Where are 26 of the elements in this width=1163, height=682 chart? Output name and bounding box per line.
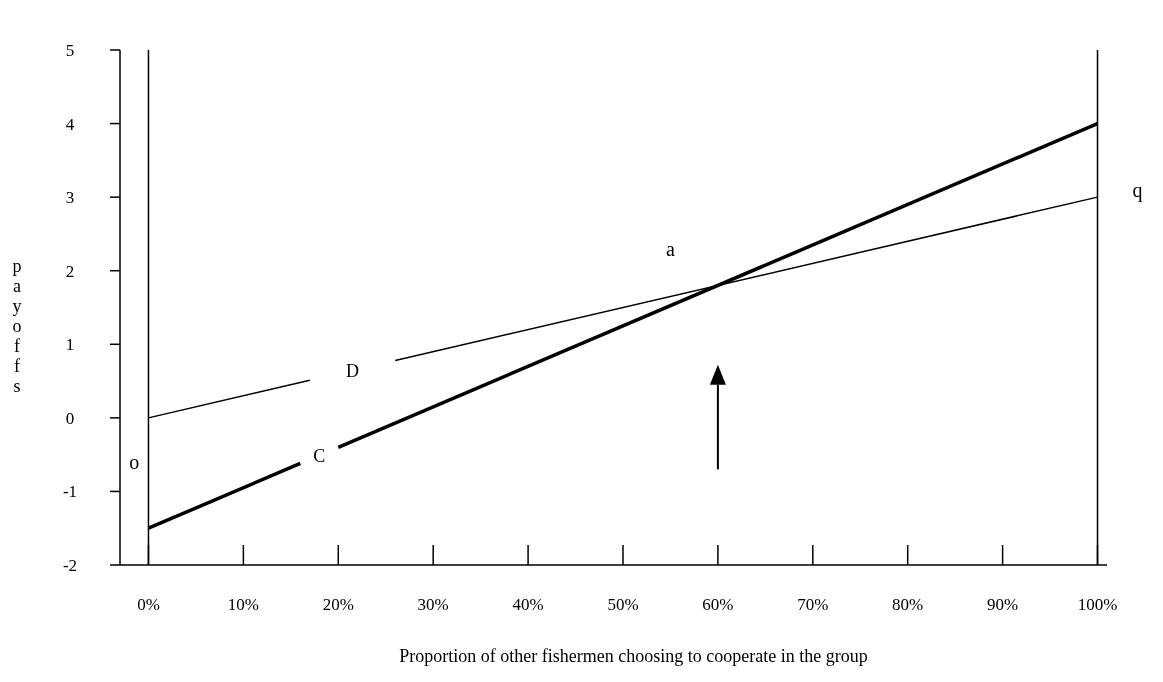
x-tick-label: 0% (137, 595, 160, 614)
x-tick-label: 90% (987, 595, 1019, 614)
y-tick-label: 4 (65, 114, 75, 134)
y-tick-label: 1 (65, 335, 75, 355)
y-tick-label: -1 (62, 482, 78, 502)
y-tick-label: 3 (65, 188, 75, 208)
y-tick-label: 0 (65, 408, 75, 428)
annotation: o (129, 451, 140, 474)
x-tick-label: 10% (227, 595, 259, 614)
x-tick-label: 100% (1077, 595, 1118, 614)
x-tick-label: 30% (417, 595, 449, 614)
y-tick-label: 2 (65, 261, 75, 281)
y-tick-label: 5 (65, 41, 75, 60)
x-tick-label: 70% (797, 595, 829, 614)
x-tick-label: 40% (512, 595, 544, 614)
x-axis-title: Proportion of other fishermen choosing to cooperate in the group (399, 646, 868, 666)
series-label: C (313, 446, 326, 467)
text: q (1132, 179, 1143, 203)
x-tick-label: 20% (322, 595, 354, 614)
annotation: a (666, 238, 675, 260)
text: D (346, 361, 360, 382)
x-tick-label: 50% (607, 595, 639, 614)
y-tick-label: -2 (62, 556, 78, 575)
x-tick-label: 60% (702, 595, 734, 614)
y-axis-title: payoffs (12, 256, 22, 396)
x-tick-label: 80% (892, 595, 924, 614)
